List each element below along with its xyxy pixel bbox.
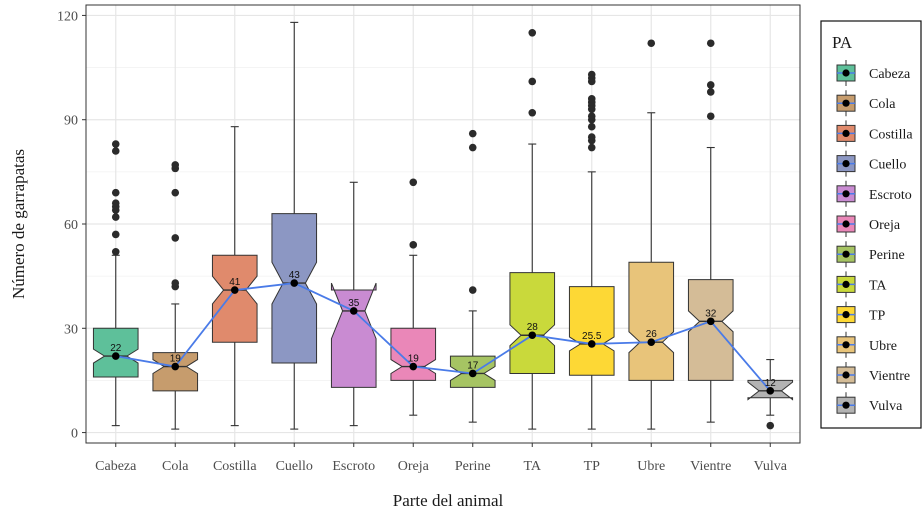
legend-item-label: Vientre [869, 369, 910, 384]
x-tick-label: Ubre [637, 459, 665, 474]
outlier-point [112, 248, 120, 256]
y-tick-label: 90 [64, 114, 78, 129]
median-value-label: 17 [467, 360, 479, 371]
x-tick-label: Escroto [332, 459, 375, 474]
outlier-point [588, 71, 596, 79]
outlier-point [409, 178, 417, 186]
legend-key-point [842, 311, 849, 318]
outlier-point [112, 199, 120, 207]
legend-item-label: TP [869, 309, 886, 324]
outlier-point [528, 78, 536, 86]
outlier-point [409, 241, 417, 249]
outlier-point [707, 81, 715, 89]
median-value-label: 41 [229, 277, 241, 288]
y-tick-label: 120 [57, 9, 78, 24]
median-value-label: 25.5 [582, 331, 602, 342]
legend-key-point [842, 100, 849, 107]
outlier-point [528, 29, 536, 37]
outlier-point [469, 286, 477, 294]
legend-title: PA [832, 33, 853, 52]
outlier-point [171, 189, 179, 197]
x-tick-label: Vulva [754, 459, 788, 474]
median-value-label: 32 [705, 308, 717, 319]
outlier-point [588, 112, 596, 120]
median-value-label: 28 [527, 322, 539, 333]
legend-key-point [842, 371, 849, 378]
outlier-point [112, 189, 120, 197]
outlier-point [171, 279, 179, 287]
outlier-point [171, 161, 179, 169]
outlier-point [112, 147, 120, 155]
notched-box [629, 262, 674, 380]
notched-box [212, 255, 257, 342]
median-value-label: 19 [170, 354, 182, 365]
median-value-label: 35 [348, 298, 360, 309]
x-tick-label: Cuello [276, 459, 313, 474]
x-tick-label: TA [523, 459, 541, 474]
median-value-label: 19 [408, 354, 420, 365]
outlier-point [112, 140, 120, 148]
outlier-point [707, 112, 715, 120]
x-axis-title: Parte del animal [393, 491, 504, 510]
legend-key-point [842, 220, 849, 227]
x-tick-label: Cabeza [95, 459, 137, 474]
y-tick-label: 0 [71, 427, 78, 442]
legend: PA Cabeza Cola Costilla Cuello Escroto Oreja P… [821, 21, 921, 428]
x-tick-label: Perine [455, 459, 491, 474]
legend-key-point [842, 281, 849, 288]
outlier-point [588, 133, 596, 141]
legend-item-label: Escroto [869, 188, 912, 203]
legend-item-label: Perine [869, 248, 905, 263]
outlier-point [647, 39, 655, 47]
y-tick-label: 30 [64, 322, 78, 337]
y-tick-label: 60 [64, 218, 78, 233]
legend-key-point [842, 251, 849, 258]
legend-key-point [842, 160, 849, 167]
median-value-label: 22 [110, 343, 122, 354]
outlier-point [469, 144, 477, 152]
x-tick-label: Vientre [690, 459, 731, 474]
legend-key-point [842, 69, 849, 76]
notched-box [688, 280, 733, 381]
legend-item-label: Vulva [869, 399, 903, 414]
outlier-point [588, 123, 596, 131]
legend-item-label: Costilla [869, 127, 913, 142]
outlier-point [766, 422, 774, 430]
outlier-point [588, 144, 596, 152]
x-tick-label: TP [584, 459, 601, 474]
outlier-point [707, 39, 715, 47]
outlier-point [707, 88, 715, 96]
outlier-point [112, 213, 120, 221]
y-axis-title: Número de garrapatas [9, 149, 28, 299]
legend-key-point [842, 341, 849, 348]
x-tick-label: Cola [162, 459, 189, 474]
outlier-point [112, 231, 120, 239]
legend-key-point [842, 402, 849, 409]
legend-item-label: Cuello [869, 158, 906, 173]
outlier-point [588, 95, 596, 103]
outlier-point [171, 234, 179, 242]
legend-item-label: TA [869, 278, 887, 293]
median-value-label: 26 [646, 329, 658, 340]
legend-key-point [842, 190, 849, 197]
x-tick-label: Costilla [213, 459, 257, 474]
legend-item-label: Ubre [869, 339, 897, 354]
legend-key-point [842, 130, 849, 137]
median-value-label: 12 [765, 378, 777, 389]
x-tick-label: Oreja [398, 459, 430, 474]
outlier-point [528, 109, 536, 117]
median-value-label: 43 [289, 270, 301, 281]
legend-item-label: Cabeza [869, 67, 911, 82]
outlier-point [469, 130, 477, 138]
legend-item-label: Cola [869, 97, 896, 112]
legend-item-label: Oreja [869, 218, 901, 233]
